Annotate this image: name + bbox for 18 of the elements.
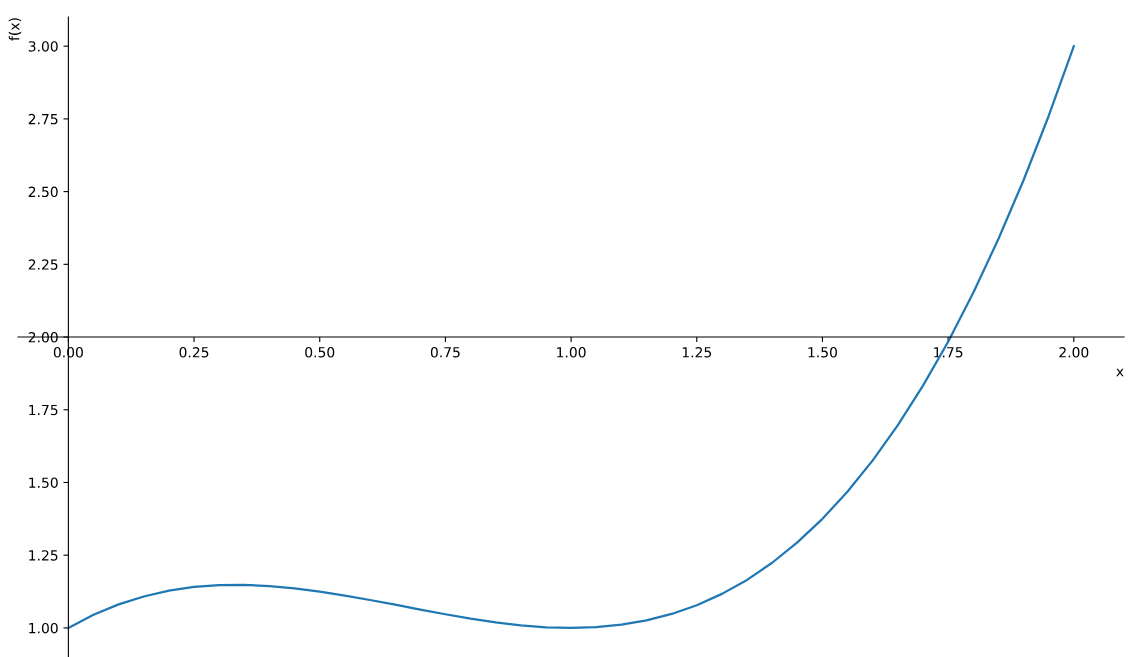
y-tick-label: 2.00: [28, 332, 58, 343]
y-tick-label: 2.75: [28, 113, 58, 125]
y-tick-label: 3.00: [28, 41, 58, 52]
y-axis-title: f(x): [8, 18, 22, 41]
y-tick-label: 1.25: [29, 550, 58, 561]
x-tick-label: 0.25: [179, 347, 209, 358]
y-tick-label: 1.00: [29, 622, 58, 634]
x-tick-label: 1.50: [808, 347, 837, 358]
x-tick-label: 1.25: [682, 347, 712, 358]
x-tick-label: 1.00: [557, 347, 586, 358]
x-tick-label: 2.00: [1059, 347, 1089, 358]
y-tick-label: 1.50: [29, 477, 58, 488]
y-tick-label: 2.25: [28, 259, 58, 270]
x-tick-label: 0.75: [430, 347, 460, 358]
y-tick-label: 2.50: [28, 186, 58, 198]
y-tick-label: 1.75: [29, 404, 58, 416]
x-axis-title: x: [1116, 368, 1124, 377]
x-tick-label: 0.50: [305, 347, 335, 358]
